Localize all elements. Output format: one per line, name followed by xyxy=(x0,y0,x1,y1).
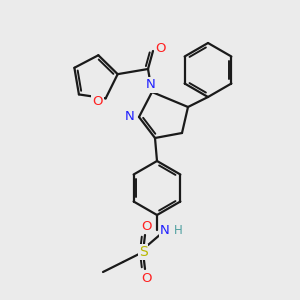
Text: O: O xyxy=(155,43,165,56)
Text: S: S xyxy=(139,245,147,259)
Text: H: H xyxy=(174,224,182,238)
Text: O: O xyxy=(92,95,103,108)
Text: O: O xyxy=(141,220,151,232)
Text: N: N xyxy=(160,224,170,238)
Text: O: O xyxy=(141,272,151,284)
Text: N: N xyxy=(146,79,156,92)
Text: N: N xyxy=(125,110,135,122)
